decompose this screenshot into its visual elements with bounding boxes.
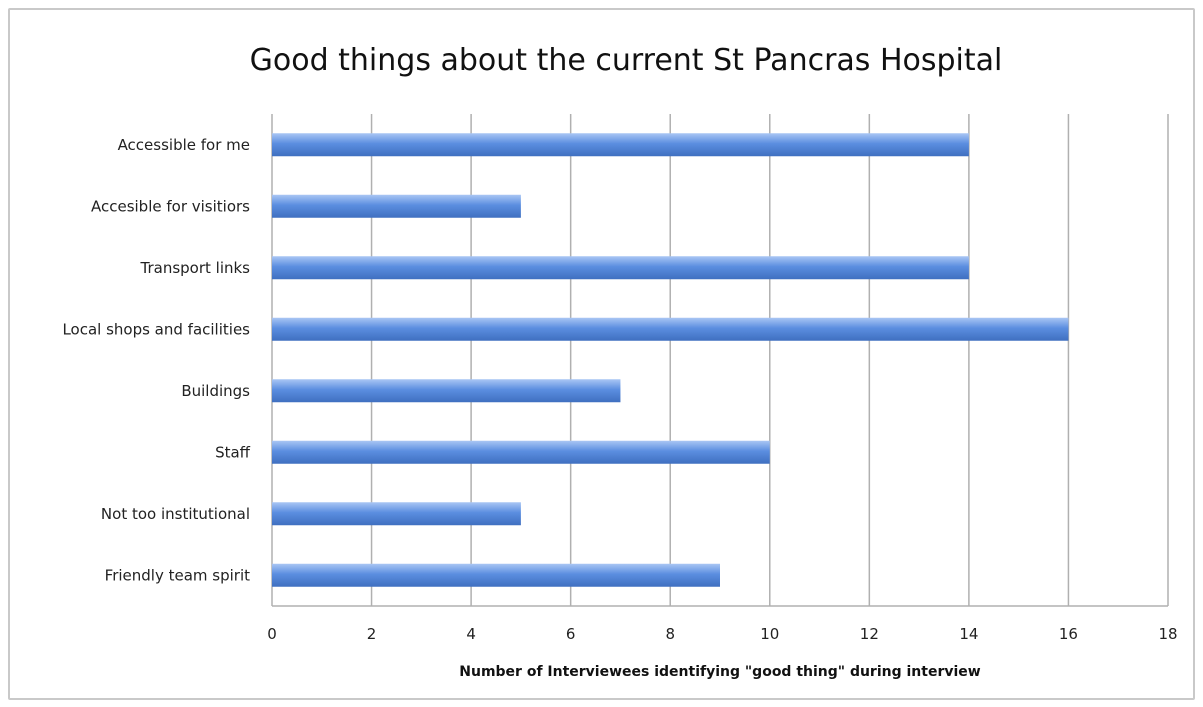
x-axis-label: Number of Interviewees identifying "good… xyxy=(459,664,981,680)
x-tick-label: 4 xyxy=(466,625,476,643)
bar xyxy=(272,256,969,280)
chart-title: Good things about the current St Pancras… xyxy=(250,43,1003,78)
bar xyxy=(272,502,521,526)
category-label: Buildings xyxy=(181,382,250,400)
bar xyxy=(272,194,521,218)
grid-lines xyxy=(271,114,1169,607)
category-label: Accessible for me xyxy=(118,136,250,154)
bar xyxy=(272,317,1069,341)
category-label: Local shops and facilities xyxy=(62,320,250,338)
x-tick-label: 16 xyxy=(1059,625,1078,643)
x-tick-label: 18 xyxy=(1158,625,1177,643)
bar xyxy=(272,379,621,403)
x-tick-label: 6 xyxy=(566,625,576,643)
category-label: Friendly team spirit xyxy=(105,566,250,584)
category-label: Not too institutional xyxy=(101,505,250,523)
x-tick-label: 8 xyxy=(665,625,675,643)
x-tick-label: 14 xyxy=(959,625,978,643)
bar xyxy=(272,440,770,464)
x-tick-label: 2 xyxy=(367,625,377,643)
bar xyxy=(272,133,969,157)
bar xyxy=(272,563,720,587)
x-tick-label: 12 xyxy=(860,625,879,643)
bars xyxy=(272,133,1069,587)
category-labels: Accessible for me Accesible for visitiors… xyxy=(62,136,250,585)
x-tick-label: 10 xyxy=(760,625,779,643)
category-label: Accesible for visitiors xyxy=(91,197,250,215)
category-label: Staff xyxy=(215,443,251,461)
category-label: Transport links xyxy=(140,259,251,277)
x-tick-labels: 0 2 4 6 8 10 12 14 16 18 xyxy=(267,625,1177,643)
x-tick-label: 0 xyxy=(267,625,277,643)
